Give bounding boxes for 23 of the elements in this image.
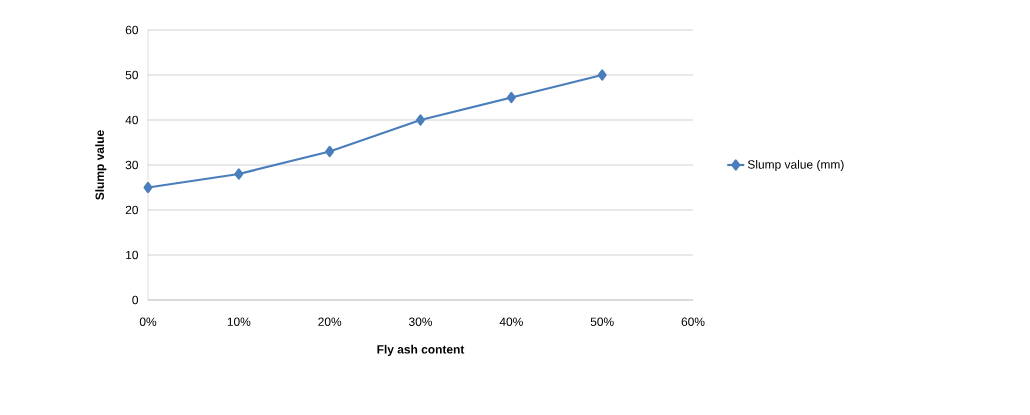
x-tick-label: 0%	[139, 317, 157, 326]
point	[325, 145, 335, 158]
y-tick-label: 0	[132, 295, 139, 305]
point	[234, 168, 244, 180]
x-tick-label: 40%	[499, 317, 523, 326]
point	[416, 114, 425, 126]
x-tick-label: 50%	[590, 317, 614, 326]
x-tick-label: 20%	[318, 317, 342, 326]
y-tick-label: 20	[125, 205, 139, 215]
y-tick-label: 40	[125, 115, 139, 125]
x-tick-label: 60%	[681, 317, 705, 326]
y-tick-label: 30	[125, 160, 139, 170]
x-tick-label: 30%	[408, 317, 433, 326]
y-tick-label: 60	[125, 25, 139, 35]
x-tick-label: 10%	[227, 317, 251, 326]
x-axis-title: Fly ash content	[377, 344, 465, 356]
point	[143, 181, 153, 194]
y-tick-label: 10	[126, 250, 139, 260]
y-axis-title: Slump value	[95, 130, 107, 200]
y-tick-label: 50	[125, 70, 139, 80]
point	[597, 69, 607, 81]
point	[506, 91, 516, 104]
legend-label: Slump value (mm)	[747, 159, 844, 172]
